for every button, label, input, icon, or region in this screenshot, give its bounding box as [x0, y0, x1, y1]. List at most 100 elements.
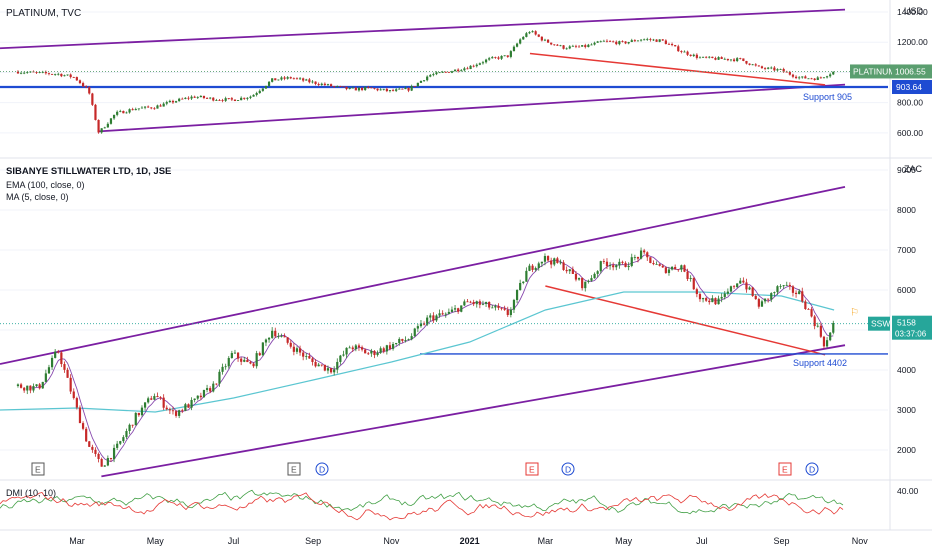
- candle-body: [556, 258, 559, 263]
- candle-body: [274, 330, 277, 337]
- candle-body: [388, 345, 392, 349]
- candle-body: [171, 100, 175, 103]
- candle-body: [29, 71, 32, 73]
- candle-body: [543, 39, 547, 41]
- candle-body: [785, 284, 788, 286]
- candle-body: [103, 127, 106, 129]
- candle-body: [258, 90, 261, 94]
- candle-body: [608, 265, 612, 267]
- x-tick-label: May: [147, 536, 165, 546]
- candle-body: [639, 250, 643, 259]
- candle-body: [314, 361, 317, 367]
- candle-body: [243, 359, 246, 362]
- candle-body: [326, 368, 330, 371]
- candle-body: [109, 118, 113, 124]
- candle-body: [215, 383, 218, 385]
- candle-body: [348, 347, 351, 349]
- candle-body: [574, 273, 578, 280]
- candle-body: [277, 79, 280, 81]
- candle-body: [404, 340, 407, 341]
- y-tick-label: 1400.00: [897, 7, 928, 17]
- candle-body: [447, 71, 450, 73]
- channel-upper-line: [0, 8, 846, 50]
- candle-body: [593, 42, 596, 45]
- candle-body: [63, 75, 66, 77]
- candle-body: [794, 76, 798, 79]
- candle-body: [178, 410, 181, 416]
- candle-body: [112, 447, 116, 460]
- candle-body: [466, 301, 469, 303]
- candle-body: [553, 44, 556, 46]
- candle-body: [88, 441, 91, 447]
- x-tick-label: Nov: [852, 536, 869, 546]
- candle-body: [711, 298, 714, 303]
- candle-body: [695, 54, 698, 58]
- candle-body: [528, 32, 531, 34]
- candle-body: [16, 384, 20, 386]
- y-tick-label: 2000: [897, 445, 916, 455]
- candle-body: [782, 68, 785, 72]
- candle-body: [801, 291, 804, 302]
- candle-body: [398, 88, 401, 90]
- candle-body: [543, 256, 547, 262]
- candle-body: [178, 98, 181, 102]
- candle-body: [760, 66, 764, 69]
- candle-body: [813, 78, 816, 80]
- dmi-lines: 40.00: [0, 486, 919, 521]
- candle-body: [382, 88, 385, 90]
- candle-body: [664, 267, 667, 273]
- candle-body: [264, 85, 268, 89]
- candle-body: [131, 424, 134, 426]
- candle-body: [395, 89, 398, 91]
- sibanye-panel[interactable]: 90008000700060005000400030002000 SSW5158…: [0, 164, 932, 478]
- candle-body: [565, 48, 568, 50]
- platinum-support-value: 903.64: [896, 82, 922, 92]
- candle-body: [807, 308, 810, 310]
- candle-body: [162, 103, 165, 107]
- candle-body: [494, 305, 497, 308]
- candle-body: [88, 87, 91, 94]
- candle-body: [770, 67, 773, 69]
- candle-body: [292, 346, 295, 352]
- earnings-marker: [287, 462, 301, 476]
- candle-body: [370, 350, 373, 354]
- candle-body: [91, 93, 94, 105]
- candle-body: [314, 81, 317, 84]
- candle-body: [736, 283, 739, 288]
- platinum-price-label: 1006.55: [895, 66, 926, 76]
- ma-legend[interactable]: MA (5, close, 0): [6, 192, 69, 202]
- candle-body: [432, 74, 435, 76]
- candle-body: [472, 302, 475, 305]
- candle-body: [23, 72, 26, 74]
- candle-body: [122, 110, 125, 114]
- candle-body: [655, 39, 658, 42]
- ema-legend[interactable]: EMA (100, close, 0): [6, 180, 85, 190]
- x-tick-label: May: [615, 536, 633, 546]
- usd-label: USD: [904, 6, 924, 16]
- candle-body: [553, 258, 556, 265]
- candle-body: [519, 39, 522, 44]
- candle-body: [680, 51, 683, 53]
- candle-body: [26, 72, 29, 74]
- candle-body: [29, 385, 32, 391]
- candle-body: [649, 39, 652, 40]
- candle-body: [450, 71, 454, 73]
- candle-body: [596, 41, 599, 43]
- candle-body: [429, 315, 432, 318]
- candle-body: [385, 88, 388, 92]
- time-axis[interactable]: Mar May Jul Sep Nov 2021 Mar May Jul Sep Nov: [69, 536, 868, 546]
- candle-body: [103, 465, 106, 467]
- dmi-tick-label: 40.00: [897, 486, 919, 496]
- dmi-panel[interactable]: 40.00 DMI (10, 10): [0, 486, 919, 521]
- candle-body: [602, 261, 605, 262]
- candle-body: [584, 281, 587, 289]
- candle-body: [469, 301, 472, 303]
- candle-body: [125, 112, 128, 114]
- candle-body: [391, 344, 395, 349]
- candle-body: [199, 395, 202, 398]
- candle-body: [410, 86, 413, 91]
- candle-body: [243, 97, 246, 99]
- candle-body: [794, 292, 798, 295]
- candle-body: [75, 77, 78, 81]
